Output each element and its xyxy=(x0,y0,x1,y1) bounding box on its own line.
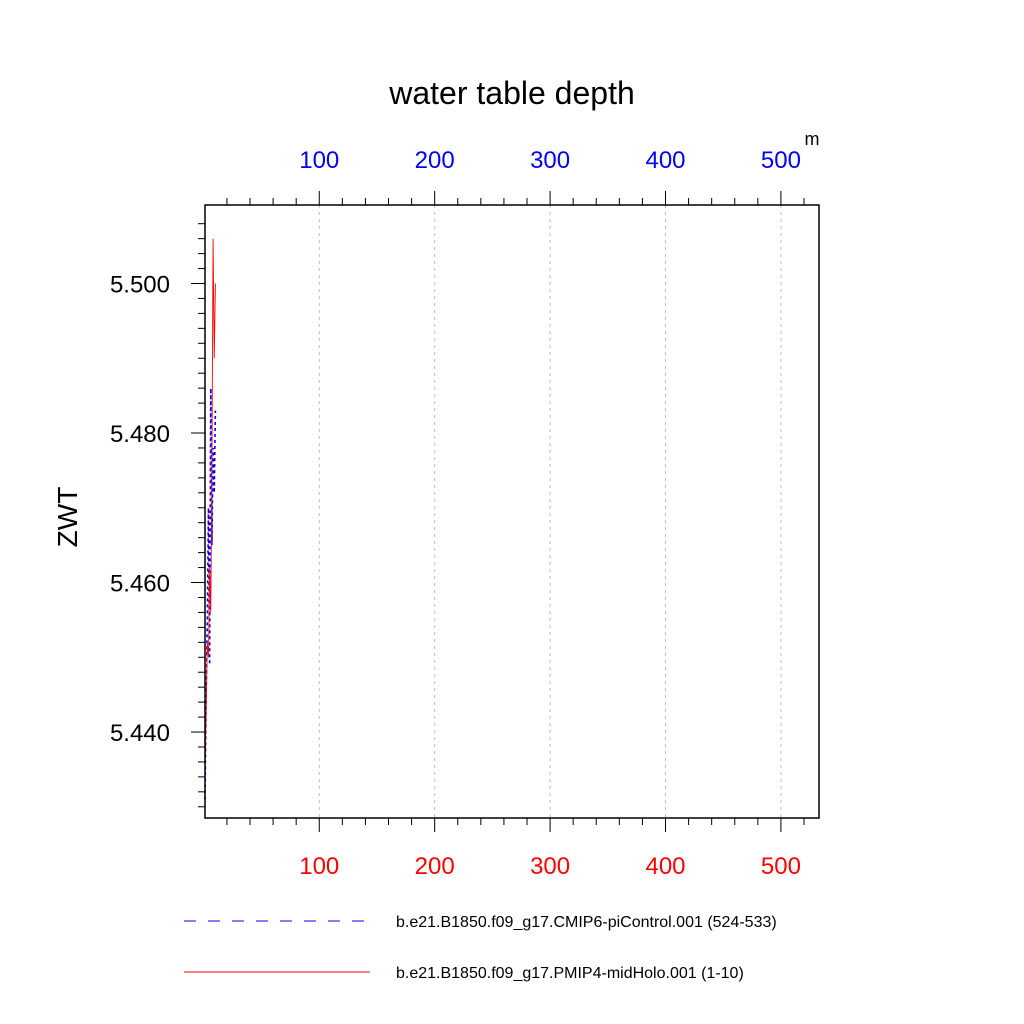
y-tick-label: 5.480 xyxy=(110,421,170,448)
chart-title: water table depth xyxy=(388,75,635,111)
x-tick-label-top: 500 xyxy=(761,147,801,174)
top-axis-unit: m xyxy=(805,129,820,149)
series-lines xyxy=(204,238,217,800)
x-tick-label-top: 100 xyxy=(299,147,339,174)
x-tick-label-top: 400 xyxy=(645,147,685,174)
y-tick-label: 5.440 xyxy=(110,720,170,747)
legend-label-picontrol: b.e21.B1850.f09_g17.CMIP6-piControl.001 … xyxy=(396,914,777,931)
x-tick-label-bottom: 300 xyxy=(530,853,570,880)
x-tick-label-bottom: 100 xyxy=(299,853,339,880)
x-tick-label-bottom: 500 xyxy=(761,853,801,880)
y-axis-label: ZWT xyxy=(52,487,83,548)
x-tick-label-bottom: 200 xyxy=(415,853,455,880)
axis-ticks xyxy=(191,191,805,832)
grid-lines xyxy=(318,205,782,818)
x-tick-label-top: 200 xyxy=(415,147,455,174)
x-tick-label-bottom: 400 xyxy=(645,853,685,880)
plot-frame xyxy=(204,204,820,819)
tick-labels: 100 100 200 200 300 300 400 400 500 500 5.440 5.460… xyxy=(110,147,801,880)
legend-label-midholo: b.e21.B1850.f09_g17.PMIP4-midHolo.001 (1… xyxy=(396,965,744,982)
y-tick-label: 5.500 xyxy=(110,271,170,298)
x-tick-label-top: 300 xyxy=(530,147,570,174)
y-tick-label: 5.460 xyxy=(110,571,170,598)
series-line-midholo xyxy=(204,238,216,770)
legend: b.e21.B1850.f09_g17.CMIP6-piControl.001 … xyxy=(184,914,777,982)
